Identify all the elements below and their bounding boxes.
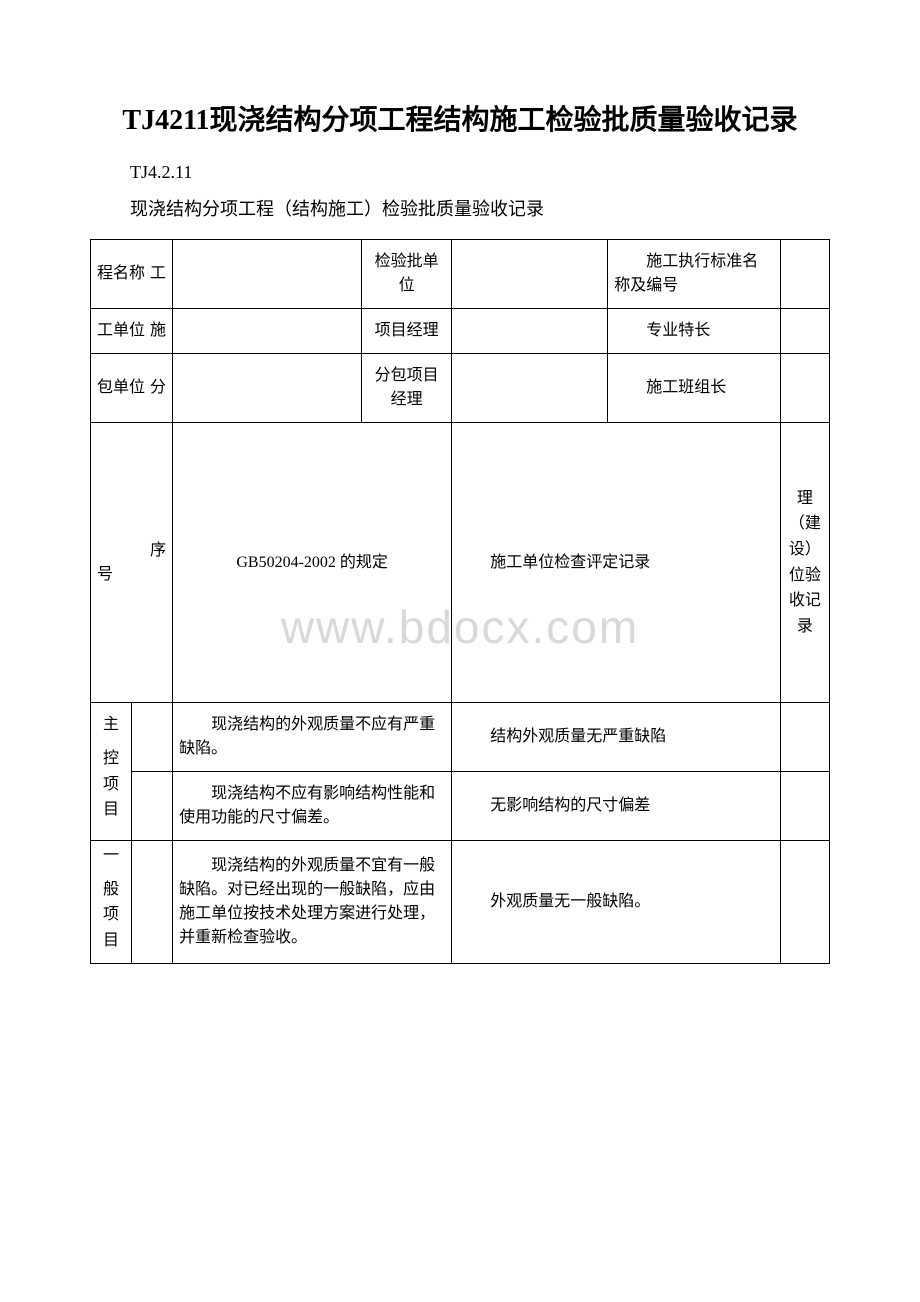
inspection-table: 工 程名称 检验批单位 施工执行标准名称及编号 施 工单位 项目经理 专业特长 [90,239,830,964]
cell-sequence-label: 序 号 [91,423,173,703]
cell-empty [132,772,173,841]
cell-record-label: 施工单位检查评定记录 [452,423,780,703]
cell-empty [780,309,829,354]
cell-team-leader-label: 施工班组长 [608,354,780,423]
cell-batch-unit-label: 检验批单位 [361,240,451,309]
table-row: 施 工单位 项目经理 专业特长 [91,309,830,354]
table-row: 序 号 GB50204-2002 的规定 施工单位检查评定记录 理（建设）位验收… [91,423,830,703]
cell-empty [173,240,362,309]
table-row: 工 程名称 检验批单位 施工执行标准名称及编号 [91,240,830,309]
cell-empty [780,240,829,309]
cell-empty [780,703,829,772]
cell-main-control-label: 主 控项目 [91,703,132,841]
cell-empty [452,309,608,354]
cell-empty [780,841,829,964]
cell-empty [132,703,173,772]
cell-regulation-text: 现浇结构的外观质量不宜有一般缺陷。对已经出现的一般缺陷，应由施工单位按技术处理方… [173,841,452,964]
subcode: TJ4.2.11 [130,162,830,183]
cell-standard-label: 施工执行标准名称及编号 [608,240,780,309]
cell-empty [780,772,829,841]
cell-regulation-label: GB50204-2002 的规定 [173,423,452,703]
cell-empty [780,354,829,423]
cell-empty [452,240,608,309]
cell-regulation-text: 现浇结构不应有影响结构性能和使用功能的尺寸偏差。 [173,772,452,841]
document-content: TJ4211现浇结构分项工程结构施工检验批质量验收记录 TJ4.2.11 现浇结… [90,100,830,964]
cell-empty [173,309,362,354]
table-row: 分 包单位 分包项目经理 施工班组长 [91,354,830,423]
cell-supervise-label: 理（建设）位验收记录 [780,423,829,703]
cell-project-name-label: 工 程名称 [91,240,173,309]
cell-empty [173,354,362,423]
cell-record-text: 无影响结构的尺寸偏差 [452,772,780,841]
cell-empty [132,841,173,964]
table-row: 现浇结构不应有影响结构性能和使用功能的尺寸偏差。 无影响结构的尺寸偏差 [91,772,830,841]
cell-record-text: 外观质量无一般缺陷。 [452,841,780,964]
cell-empty [452,354,608,423]
cell-pm-label: 项目经理 [361,309,451,354]
table-row: 主 控项目 现浇结构的外观质量不应有严重缺陷。 结构外观质量无严重缺陷 [91,703,830,772]
table-row: 一 般项目 现浇结构的外观质量不宜有一般缺陷。对已经出现的一般缺陷，应由施工单位… [91,841,830,964]
subtitle: 现浇结构分项工程（结构施工）检验批质量验收记录 [130,195,830,221]
cell-subcontractor-label: 分 包单位 [91,354,173,423]
cell-record-text: 结构外观质量无严重缺陷 [452,703,780,772]
page-title: TJ4211现浇结构分项工程结构施工检验批质量验收记录 [90,100,830,142]
cell-specialty-label: 专业特长 [608,309,780,354]
cell-general-label: 一 般项目 [91,841,132,964]
cell-construction-unit-label: 施 工单位 [91,309,173,354]
cell-regulation-text: 现浇结构的外观质量不应有严重缺陷。 [173,703,452,772]
cell-sub-pm-label: 分包项目经理 [361,354,451,423]
